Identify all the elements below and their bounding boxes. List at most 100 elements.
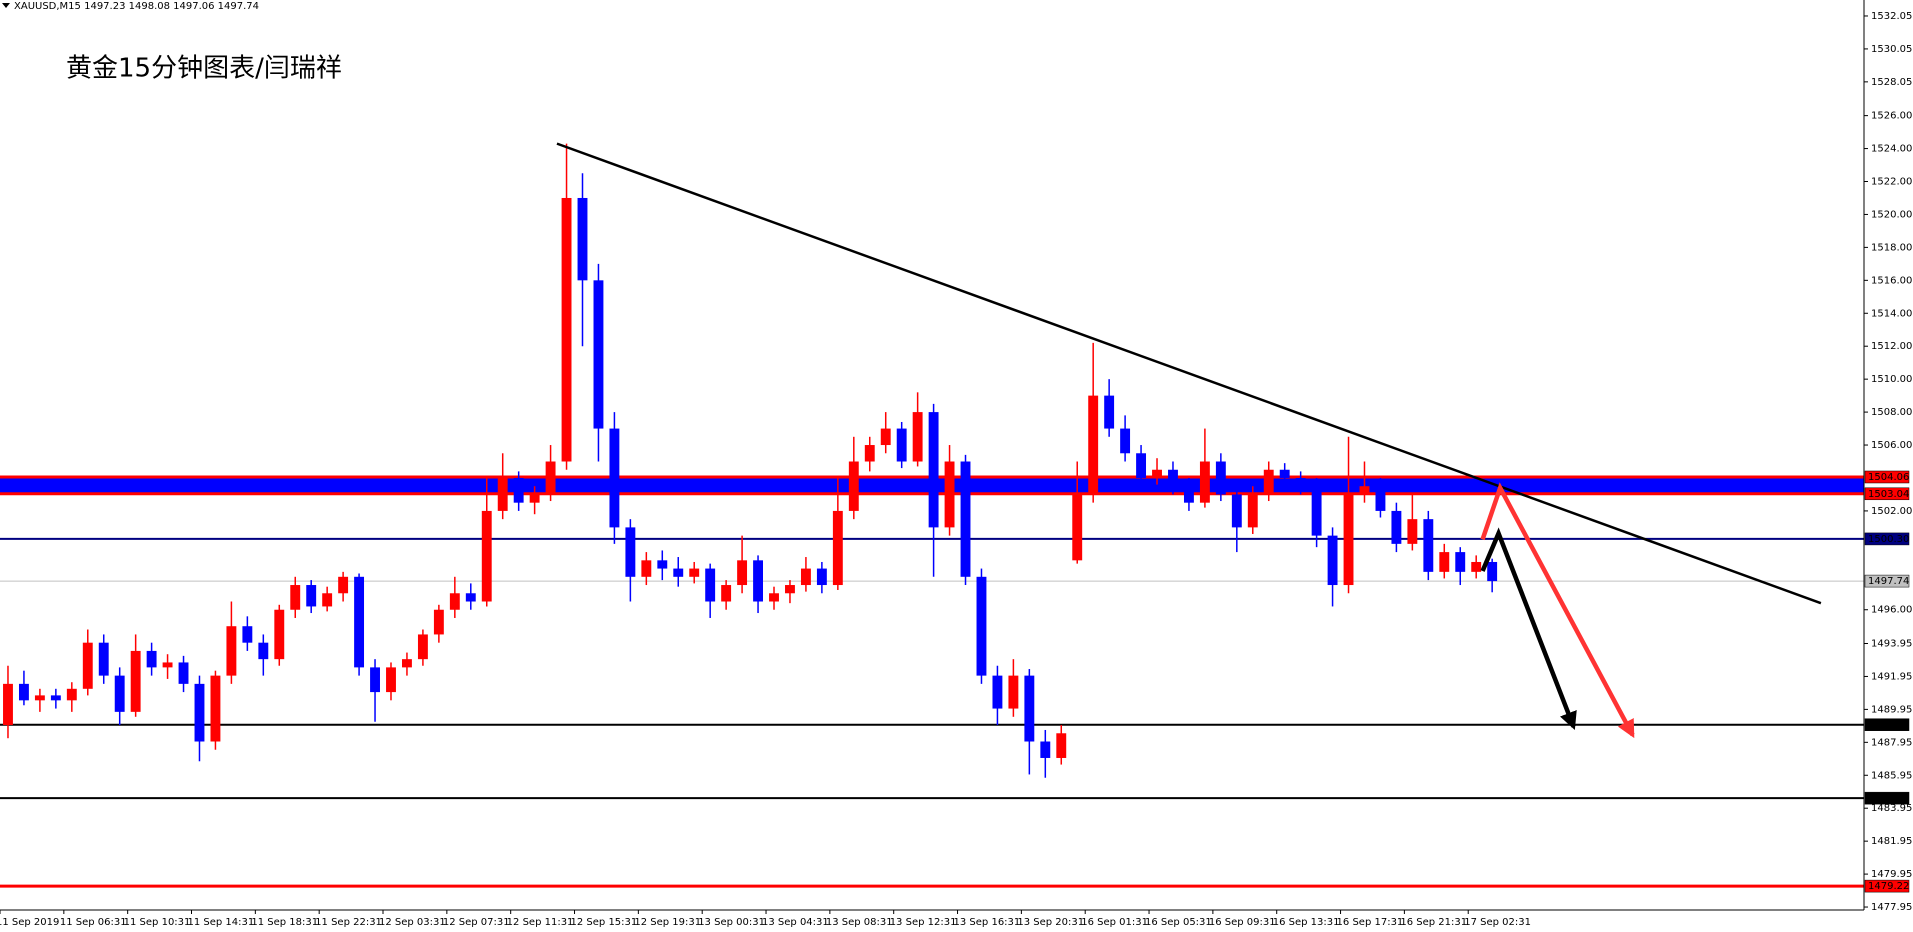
y-tick-label: 1489.95 [1871,704,1912,715]
level-label: 1484.56 [1868,793,1909,804]
candle-body [800,568,811,586]
candle-body [561,197,572,462]
x-tick-label: 16 Sep 17:31 [1337,917,1404,928]
candle-body [194,683,205,742]
y-tick-label: 1526.00 [1871,111,1912,122]
candle-body [82,642,93,689]
y-tick-label: 1512.00 [1871,341,1912,352]
candle-body [338,576,349,594]
zone-bottom-label-bg [1864,487,1910,501]
candle-body [1471,561,1482,572]
candle-body [1120,428,1131,454]
candle-body [1008,675,1019,709]
candle-body [178,662,189,684]
candle-body [641,560,652,577]
candle-body [1487,561,1498,582]
candle-body [816,568,827,586]
y-tick-label: 1522.00 [1871,177,1912,188]
candle-body [992,675,1003,709]
x-tick-label: 12 Sep 07:31 [443,917,510,928]
level-label-bg [1864,879,1910,893]
candle-body [50,695,61,701]
candle-body [386,667,396,693]
menu-triangle[interactable] [2,3,10,8]
candle-body [18,683,29,701]
chart-title: 黄金15分钟图表/闫瑞祥 [66,54,342,84]
y-tick-label: 1516.00 [1871,275,1912,286]
x-tick-label: 11 Sep 18:31 [251,917,318,928]
candle-body [689,568,700,577]
candle-body [912,412,923,462]
candle-body [880,428,891,446]
x-tick-label: 17 Sep 02:31 [1464,917,1531,928]
candle-body [1343,494,1354,586]
candle-body [1279,469,1290,478]
candle-body [1247,494,1258,528]
candle-body [1423,519,1434,572]
x-tick-label: 11 Sep 2019 [0,917,59,928]
x-tick-label: 12 Sep 03:31 [379,917,446,928]
candle-body [130,650,141,712]
candle-body [465,593,476,602]
y-tick-label: 1502.00 [1871,506,1912,517]
level-label-bg [1864,574,1910,588]
candle-body [98,642,109,676]
candle-body [944,461,955,528]
y-tick-label: 1491.95 [1871,671,1912,682]
candle-body [832,510,843,586]
candle-body [1215,461,1226,495]
trendline [556,142,1822,605]
candle-body [162,662,173,668]
x-tick-label: 12 Sep 11:31 [507,917,574,928]
x-tick-label: 16 Sep 21:31 [1400,917,1467,928]
candle-body [290,585,301,610]
candle-body [1231,494,1242,528]
candle-body [593,280,604,429]
x-tick-label: 13 Sep 12:31 [890,917,957,928]
zone-top-label-bg [1864,470,1910,484]
candle-body [1088,395,1099,495]
level-label: 1497.74 [1868,576,1909,587]
candle-body [785,585,795,594]
candle-body [1136,453,1147,478]
candle-body [1455,552,1466,572]
candle-body [1199,461,1210,503]
x-tick-label: 16 Sep 13:31 [1273,917,1340,928]
x-tick-label: 13 Sep 08:31 [826,917,893,928]
level-label: 1489.02 [1868,720,1909,731]
level-label-bg [1864,718,1910,731]
level-label: 1479.22 [1868,881,1909,892]
candle-body [3,683,13,726]
candle-body [306,585,317,607]
y-tick-label: 1520.00 [1871,209,1912,220]
candle-body [1263,469,1274,495]
candle-body [705,568,716,602]
candle-body [1327,535,1338,586]
candle-body [1375,486,1386,511]
header: XAUUSD,M15 1497.23 1498.08 1497.06 1497.… [14,1,259,12]
candle-body [737,560,748,586]
plot [0,143,1864,888]
x-tick-label: 13 Sep 20:31 [1017,917,1084,928]
y-tick-label: 1518.00 [1871,242,1912,253]
candle-body [1152,469,1162,478]
y-tick-label: 1487.95 [1871,737,1912,748]
candle-body [370,667,380,693]
x-tick-label: 13 Sep 00:31 [698,917,765,928]
candle-body [1407,519,1418,544]
candle-body [114,675,125,712]
candle-body [577,197,588,281]
candle-body [66,688,77,701]
candle-body [1168,469,1178,487]
candle-body [928,412,939,528]
candle-body [1295,477,1306,487]
y-tick-label: 1528.05 [1871,77,1912,88]
y-tick-label: 1508.00 [1871,407,1912,418]
candle-body [449,593,460,610]
zone-bottom-label: 1503.04 [1868,489,1909,500]
candle-body [529,494,540,503]
candle-body [864,445,875,462]
x-tick-label: 12 Sep 19:31 [634,917,701,928]
